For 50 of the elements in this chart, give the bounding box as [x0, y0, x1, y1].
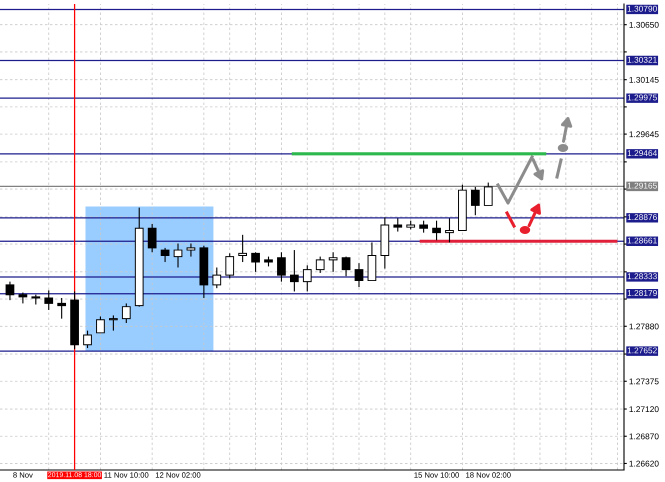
candlestick — [470, 186, 480, 216]
candlestick — [186, 242, 196, 258]
candlestick — [6, 281, 14, 301]
candlestick — [174, 242, 182, 268]
candlestick — [44, 290, 54, 311]
ref-line-label: 1.29975 — [628, 94, 657, 100]
candlestick — [31, 294, 40, 306]
candlestick — [290, 250, 299, 292]
candlestick — [160, 247, 170, 263]
candlestick — [122, 302, 131, 324]
ref-line-label: 1.28876 — [628, 214, 657, 220]
candlestick — [57, 297, 66, 320]
candlestick — [251, 252, 260, 272]
candlestick — [148, 223, 157, 253]
candlestick — [212, 266, 222, 289]
ref-line-label: 1.30321 — [628, 56, 657, 63]
candlestick — [277, 252, 286, 282]
y-tick-label: 1.30145 — [629, 76, 659, 83]
y-tick-label: 1.27375 — [629, 378, 659, 384]
y-tick-label: 1.29645 — [629, 131, 659, 138]
candlestick — [393, 218, 402, 232]
y-tick-label: 1.27880 — [629, 323, 659, 330]
ref-line-label: 1.29464 — [628, 150, 657, 156]
candlestick — [264, 256, 273, 267]
ref-line-label: 1.30790 — [628, 6, 657, 12]
candlestick — [354, 262, 364, 288]
candlestick — [432, 220, 441, 241]
candlestick — [238, 234, 248, 263]
candlestick — [302, 264, 312, 292]
candlestick — [225, 252, 234, 279]
ref-line-label: 1.28179 — [628, 290, 657, 296]
candlestick — [109, 314, 118, 332]
ref-line-label: 1.27652 — [628, 347, 657, 354]
y-tick-label: 1.30650 — [629, 22, 659, 28]
ref-line-label: 1.28333 — [628, 273, 657, 280]
y-tick-label: 1.27120 — [629, 406, 659, 412]
ref-line-label: 1.28661 — [628, 238, 657, 244]
candlestick — [83, 330, 92, 349]
candlestick — [18, 292, 28, 304]
candlestick — [328, 252, 338, 272]
ref-line-label: 1.29165 — [628, 182, 657, 189]
candlestick — [406, 220, 416, 230]
candlestick — [96, 316, 105, 334]
candlestick — [484, 182, 493, 206]
candlestick — [445, 218, 454, 243]
candlestick — [316, 256, 325, 274]
y-tick-label: 1.26870 — [629, 433, 659, 440]
y-tick-label: 1.26620 — [629, 460, 659, 467]
candlestick — [342, 256, 350, 277]
candlestick — [419, 220, 428, 234]
